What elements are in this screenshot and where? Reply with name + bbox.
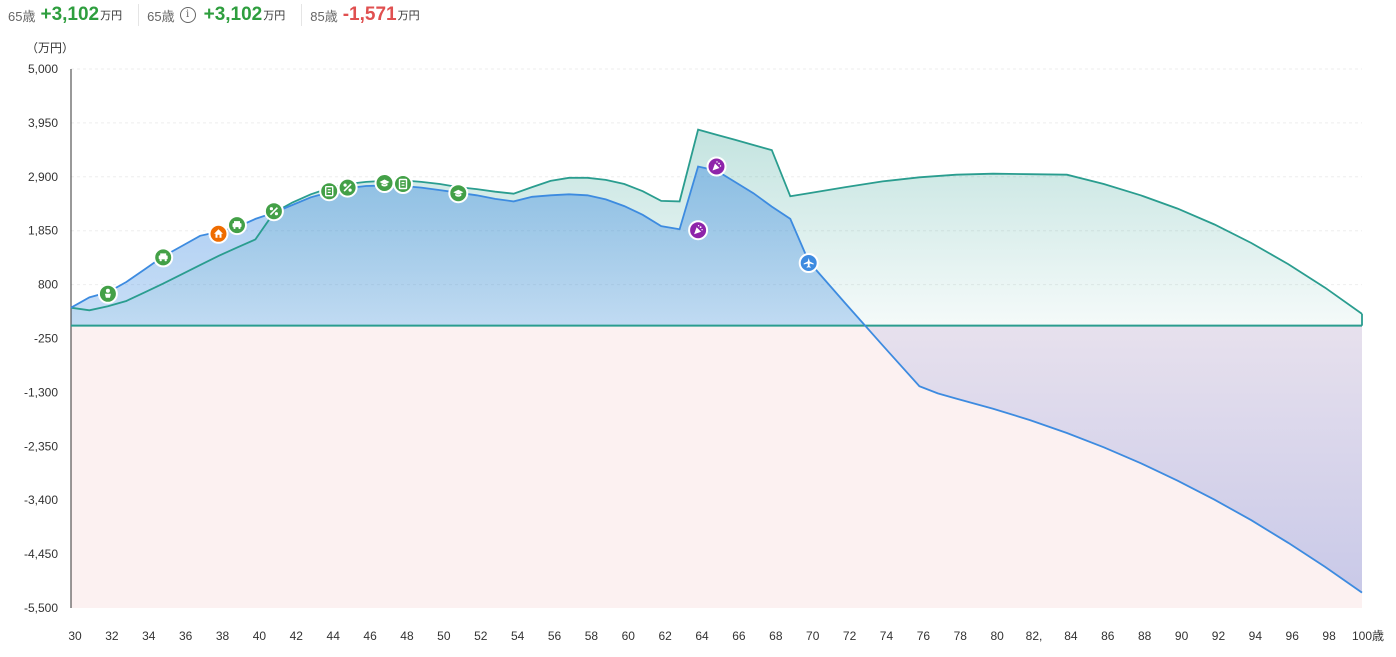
- x-tick-label: 38: [216, 629, 230, 643]
- x-tick-label: 76: [917, 629, 931, 643]
- x-axis-ticks: 30 32 34 36 38 40 42 44 46 48 50 52 54 56 58 60 62 64 66 68…: [68, 629, 1384, 643]
- x-tick-label: 96: [1286, 629, 1300, 643]
- y-tick-label: 800: [38, 278, 58, 292]
- x-tick-label: 86: [1101, 629, 1115, 643]
- summary-age: 65歳: [147, 8, 175, 24]
- y-tick-label: -250: [34, 332, 58, 346]
- y-tick-label: -4,450: [24, 547, 58, 561]
- blue-area: [71, 166, 866, 326]
- x-tick-label: 84: [1064, 629, 1078, 643]
- x-tick-label: 56: [548, 629, 562, 643]
- baby-icon[interactable]: [97, 283, 118, 304]
- y-tick-label: -5,500: [24, 601, 58, 615]
- x-tick-label: 60: [622, 629, 636, 643]
- graduation-cap-icon[interactable]: [374, 173, 395, 193]
- summary-unit: 万円: [100, 10, 123, 22]
- percent-icon[interactable]: [337, 177, 358, 198]
- summary-unit: 万円: [397, 10, 420, 22]
- x-tick-label: 30: [68, 629, 82, 643]
- x-tick-label: 34: [142, 629, 156, 643]
- party-icon[interactable]: [688, 220, 709, 241]
- x-tick-label: 62: [658, 629, 672, 643]
- summary-value: +3,102: [40, 4, 100, 25]
- y-tick-label: -1,300: [24, 385, 58, 399]
- y-tick-label: -2,350: [24, 439, 58, 453]
- x-tick-label: 50: [437, 629, 451, 643]
- summary-age: 85歳: [310, 8, 338, 24]
- y-tick-label: 1,850: [28, 224, 58, 238]
- summary-item-2: 85歳 -1,571 万円: [302, 4, 435, 26]
- summary-value: +3,102: [203, 4, 263, 25]
- x-tick-label: 40: [253, 629, 267, 643]
- x-tick-label: 36: [179, 629, 193, 643]
- x-tick-label: 70: [806, 629, 820, 643]
- party-icon[interactable]: [706, 156, 727, 177]
- y-tick-label: 5,000: [28, 62, 58, 76]
- x-tick-label: 100歳: [1352, 629, 1384, 643]
- y-tick-label: 2,900: [28, 170, 58, 184]
- series-areas: [71, 129, 1362, 593]
- summary-unit: 万円: [263, 10, 286, 22]
- event-markers: [97, 156, 819, 304]
- x-tick-label: 78: [954, 629, 968, 643]
- x-tick-label: 52: [474, 629, 488, 643]
- x-tick-label: 68: [769, 629, 783, 643]
- x-tick-label: 46: [363, 629, 377, 643]
- x-tick-label: 90: [1175, 629, 1189, 643]
- x-tick-label: 64: [695, 629, 709, 643]
- y-tick-label: 3,950: [28, 116, 58, 130]
- blue-negative-area: [71, 325, 1362, 593]
- summary-item-0: 65歳 +3,102 万円: [0, 4, 140, 26]
- info-icon[interactable]: i: [179, 7, 196, 23]
- summary-age: 65歳: [8, 8, 36, 24]
- x-tick-label: 32: [105, 629, 119, 643]
- airplane-icon[interactable]: [798, 253, 819, 273]
- teal-line: [70, 128, 1363, 315]
- x-tick-label: 54: [511, 629, 525, 643]
- notebook-icon[interactable]: [319, 181, 340, 202]
- percent-icon[interactable]: [263, 201, 284, 222]
- car-icon[interactable]: [227, 215, 247, 236]
- x-tick-label: 58: [585, 629, 599, 643]
- x-tick-label: 82,: [1026, 629, 1043, 643]
- summary-item-1: 65歳 i +3,102 万円: [139, 4, 303, 26]
- summary-value: -1,571: [342, 4, 397, 25]
- notebook-icon[interactable]: [393, 174, 413, 194]
- x-tick-label: 74: [880, 629, 894, 643]
- summary-bar: 65歳 +3,102 万円 65歳 i +3,102 万円 85歳 -1,571…: [0, 0, 436, 30]
- x-tick-label: 66: [732, 629, 746, 643]
- y-axis-unit: （万円）: [26, 41, 74, 55]
- x-tick-label: 98: [1322, 629, 1336, 643]
- x-tick-label: 44: [327, 629, 341, 643]
- car-icon[interactable]: [153, 247, 174, 268]
- x-tick-label: 48: [400, 629, 414, 643]
- x-tick-label: 42: [290, 629, 304, 643]
- house-icon[interactable]: [208, 223, 229, 244]
- x-tick-label: 88: [1138, 629, 1152, 643]
- x-tick-label: 80: [990, 629, 1004, 643]
- x-tick-label: 92: [1212, 629, 1226, 643]
- y-tick-label: -3,400: [24, 493, 58, 507]
- x-tick-label: 94: [1249, 629, 1263, 643]
- y-axis-ticks: 5,000 3,950 2,900 1,850 800 -250 -1,300 -2,350 -…: [24, 62, 58, 615]
- x-tick-label: 72: [843, 629, 857, 643]
- graduation-cap-icon[interactable]: [448, 183, 469, 204]
